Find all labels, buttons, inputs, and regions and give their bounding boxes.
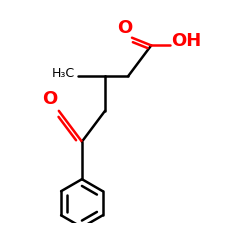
Text: OH: OH [172,32,202,50]
Text: O: O [42,90,58,108]
Text: O: O [118,19,133,37]
Text: H₃C: H₃C [52,67,75,80]
